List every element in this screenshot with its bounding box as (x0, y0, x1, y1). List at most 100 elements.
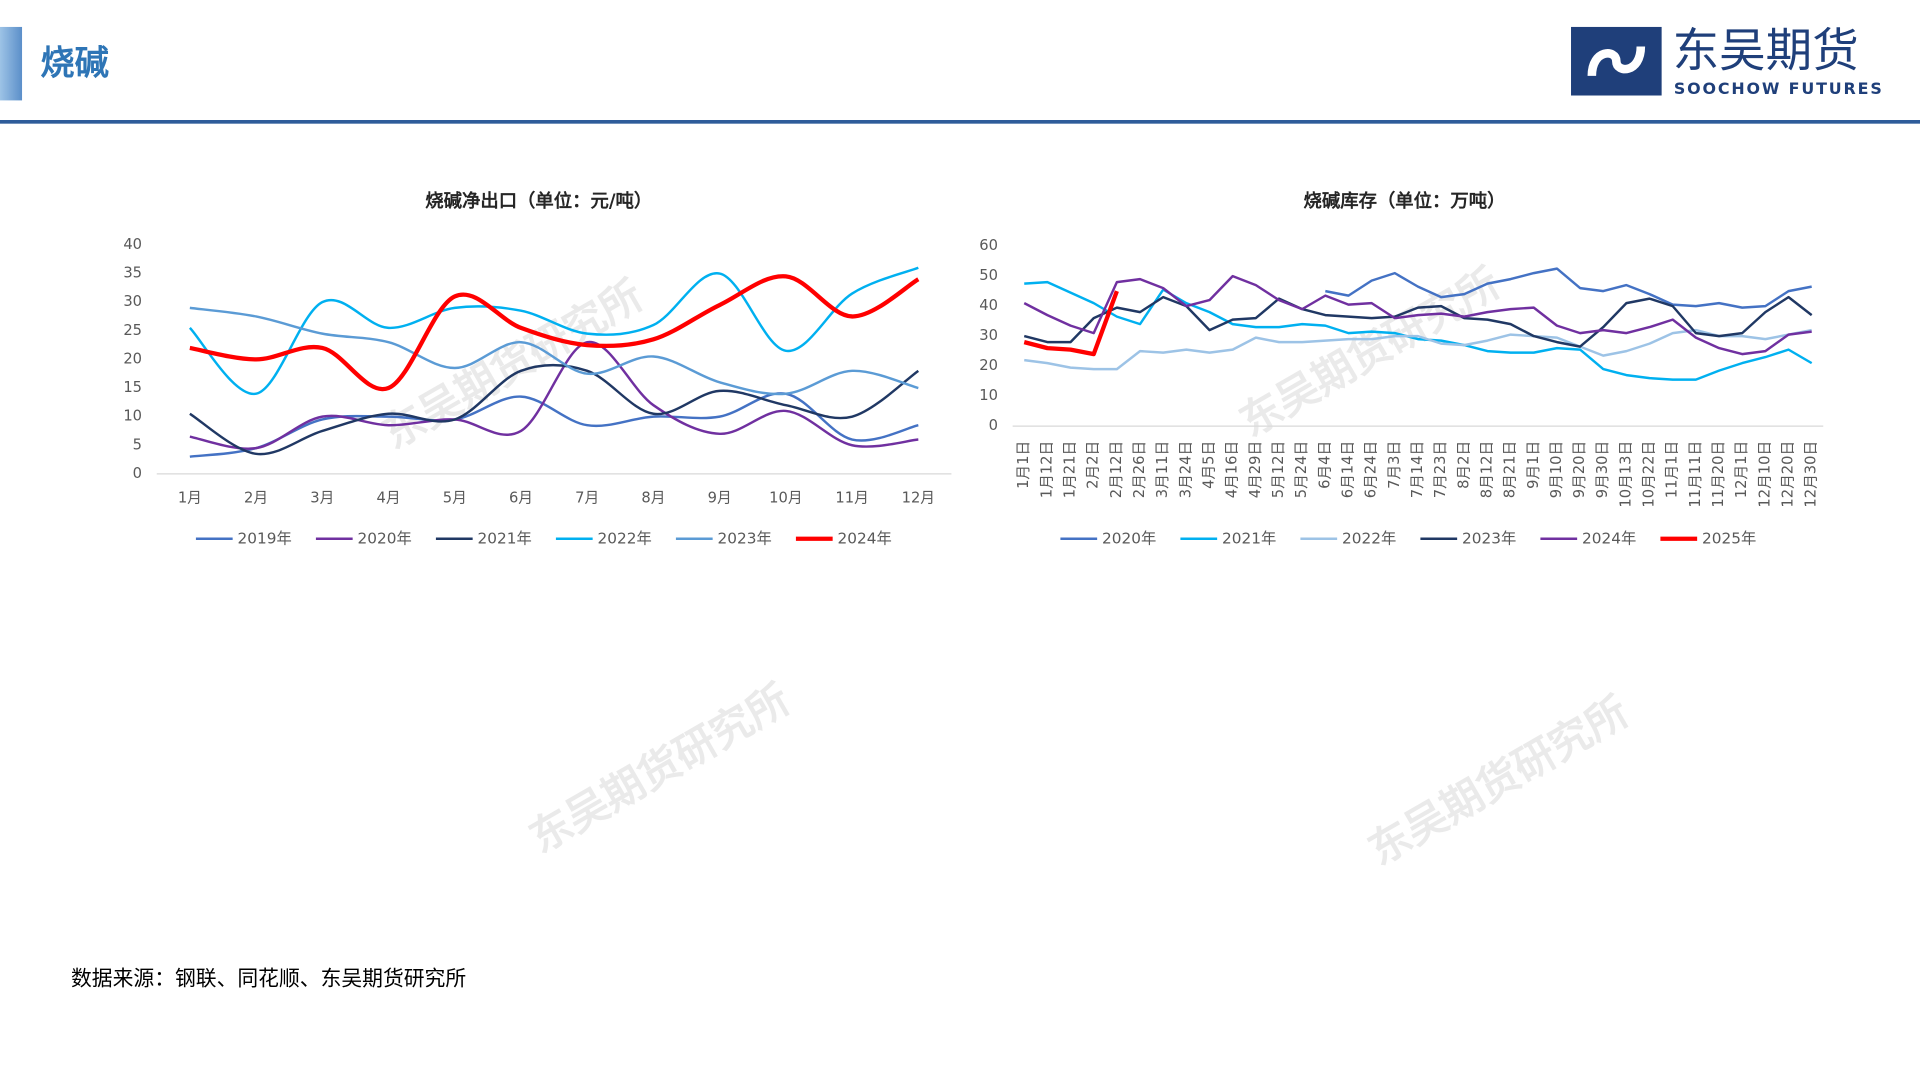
legend-label: 2019年 (238, 529, 292, 547)
x-tick-label: 7月23日 (1432, 441, 1449, 498)
x-tick-label: 11月20日 (1710, 441, 1727, 508)
series-line (1023, 290, 1119, 357)
x-tick-label: 2月2日 (1085, 441, 1102, 489)
watermark: 东吴期货研究所 (521, 674, 798, 862)
y-tick-label: 0 (133, 465, 142, 482)
logo: 东吴期货 SOOCHOW FUTURES (1571, 23, 1884, 98)
y-tick-label: 15 (123, 379, 142, 396)
series-line (1325, 267, 1812, 309)
x-tick-label: 9月 (708, 489, 732, 506)
series-line (189, 274, 920, 392)
x-tick-label: 9月30日 (1594, 441, 1611, 498)
x-tick-label: 6月 (509, 489, 533, 506)
x-tick-label: 6月14日 (1339, 441, 1356, 498)
x-tick-label: 8月2日 (1455, 441, 1472, 489)
title-tab (0, 26, 23, 101)
y-tick-label: 30 (979, 327, 998, 344)
y-tick-label: 10 (979, 387, 998, 404)
series-line (1024, 328, 1812, 371)
legend-label: 2023年 (718, 529, 772, 547)
y-tick-label: 50 (979, 267, 998, 284)
x-tick-label: 1月1日 (1015, 441, 1032, 489)
x-tick-label: 10月22日 (1641, 441, 1658, 508)
x-tick-label: 9月1日 (1525, 441, 1542, 489)
x-tick-label: 2月26日 (1131, 441, 1148, 498)
y-tick-label: 20 (123, 350, 142, 367)
x-tick-label: 7月3日 (1386, 441, 1403, 489)
series-line (1023, 295, 1813, 348)
legend-label: 2021年 (1222, 529, 1276, 547)
chart-title: 烧碱净出口（单位：元/吨） (425, 190, 652, 212)
logo-en: SOOCHOW FUTURES (1674, 79, 1884, 98)
legend-label: 2022年 (598, 529, 652, 547)
x-tick-label: 10月13日 (1617, 441, 1634, 508)
series-line (188, 266, 919, 395)
x-tick-label: 5月24日 (1293, 441, 1310, 498)
x-tick-label: 11月1日 (1664, 441, 1681, 498)
x-tick-label: 5月12日 (1270, 441, 1287, 498)
y-tick-label: 40 (123, 236, 142, 253)
x-tick-label: 2月 (244, 489, 268, 506)
x-tick-label: 12月10日 (1756, 441, 1773, 508)
y-tick-label: 60 (979, 237, 998, 254)
x-tick-label: 1月21日 (1062, 441, 1079, 498)
y-tick-label: 10 (123, 408, 142, 425)
legend-label: 2023年 (1462, 529, 1516, 547)
x-tick-label: 4月5日 (1201, 441, 1218, 489)
slide-title: 烧碱 (40, 43, 109, 83)
legend-label: 2024年 (838, 529, 892, 547)
legend-label: 2025年 (1702, 529, 1756, 547)
y-tick-label: 20 (979, 357, 998, 374)
x-tick-label: 12月1日 (1733, 441, 1750, 498)
x-tick-label: 7月14日 (1409, 441, 1426, 498)
x-tick-label: 8月 (641, 489, 665, 506)
x-tick-label: 7月 (575, 489, 599, 506)
x-tick-label: 1月 (178, 489, 202, 506)
y-tick-label: 0 (989, 417, 998, 434)
logo-cn: 东吴期货 (1673, 23, 1859, 77)
x-tick-label: 3月24日 (1177, 441, 1194, 498)
watermark: 东吴期货研究所 (1360, 687, 1637, 875)
watermark: 东吴期货研究所 (1231, 258, 1508, 446)
series-line (189, 363, 920, 456)
x-tick-label: 2月12日 (1108, 441, 1125, 498)
legend-label: 2024年 (1582, 529, 1636, 547)
x-tick-label: 10月 (769, 489, 802, 506)
y-tick-label: 30 (123, 293, 142, 310)
legend-label: 2022年 (1342, 529, 1396, 547)
x-tick-label: 9月10日 (1548, 441, 1565, 498)
x-tick-label: 8月21日 (1502, 441, 1519, 498)
x-tick-label: 12月30日 (1803, 441, 1820, 508)
x-tick-label: 6月24日 (1363, 441, 1380, 498)
x-tick-label: 8月12日 (1478, 441, 1495, 498)
y-tick-label: 40 (979, 297, 998, 314)
header-rule (0, 120, 1920, 124)
x-tick-label: 6月4日 (1316, 441, 1333, 489)
x-tick-label: 5月 (443, 489, 467, 506)
series-line (189, 306, 919, 396)
x-tick-label: 3月11日 (1154, 441, 1171, 498)
x-tick-label: 4月 (376, 489, 400, 506)
source-note: 数据来源：钢联、同花顺、东吴期货研究所 (71, 967, 466, 991)
y-tick-label: 5 (133, 436, 142, 453)
y-tick-label: 35 (123, 265, 142, 282)
watermark: 东吴期货研究所 (374, 270, 651, 458)
x-tick-label: 9月20日 (1571, 441, 1588, 498)
legend-label: 2020年 (1102, 529, 1156, 547)
x-tick-label: 12月 (902, 489, 935, 506)
x-tick-label: 4月16日 (1224, 441, 1241, 498)
series-line (189, 392, 919, 458)
logo-swoosh (1587, 46, 1646, 77)
y-tick-label: 25 (123, 322, 142, 339)
series-line (1023, 274, 1812, 356)
x-tick-label: 11月11日 (1687, 441, 1704, 508)
legend-label: 2020年 (358, 529, 412, 547)
series-line (189, 340, 919, 450)
x-tick-label: 1月12日 (1038, 441, 1055, 498)
x-tick-label: 11月 (835, 489, 868, 506)
x-tick-label: 12月20日 (1780, 441, 1797, 508)
chart-title: 烧碱库存（单位：万吨） (1304, 190, 1506, 212)
x-tick-label: 3月 (310, 489, 334, 506)
